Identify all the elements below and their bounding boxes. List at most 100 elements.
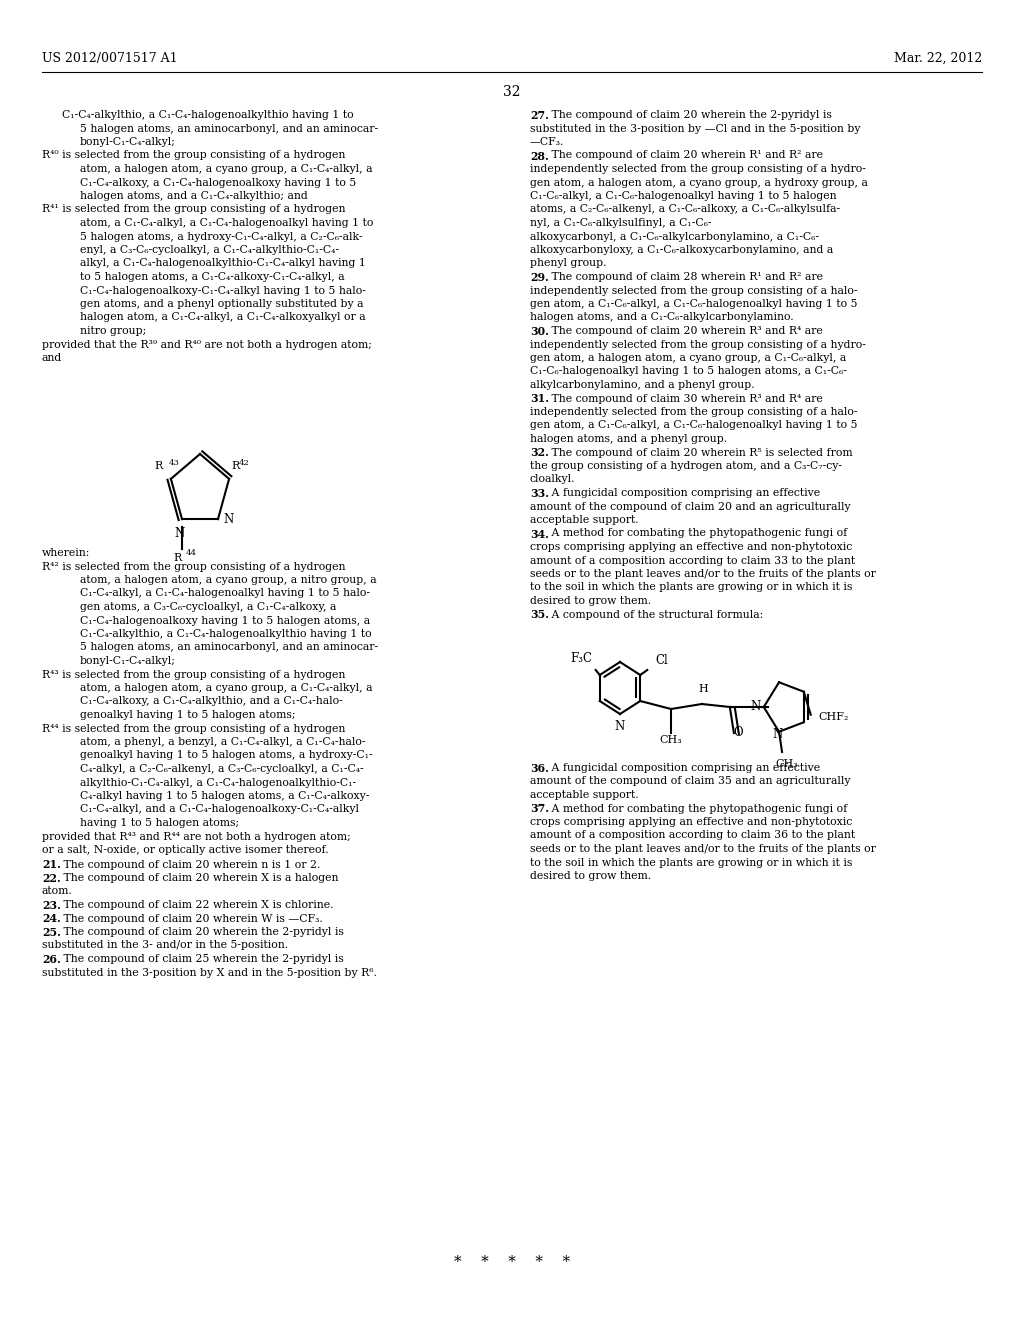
Text: The compound of claim 25 wherein the 2-pyridyl is: The compound of claim 25 wherein the 2-p… — [59, 954, 343, 964]
Text: The compound of claim 20 wherein R³ and R⁴ are: The compound of claim 20 wherein R³ and … — [548, 326, 822, 337]
Text: independently selected from the group consisting of a hydro-: independently selected from the group co… — [530, 164, 866, 174]
Text: C₁-C₄-alkoxy, a C₁-C₄-halogenoalkoxy having 1 to 5: C₁-C₄-alkoxy, a C₁-C₄-halogenoalkoxy hav… — [80, 177, 356, 187]
Text: R⁴⁴ is selected from the group consisting of a hydrogen: R⁴⁴ is selected from the group consistin… — [42, 723, 345, 734]
Text: alkyl, a C₁-C₄-halogenoalkylthio-C₁-C₄-alkyl having 1: alkyl, a C₁-C₄-halogenoalkylthio-C₁-C₄-a… — [80, 259, 366, 268]
Text: The compound of claim 20 wherein the 2-pyridyl is: The compound of claim 20 wherein the 2-p… — [59, 927, 343, 937]
Text: bonyl-C₁-C₄-alkyl;: bonyl-C₁-C₄-alkyl; — [80, 137, 176, 147]
Text: halogen atoms, and a phenyl group.: halogen atoms, and a phenyl group. — [530, 434, 727, 444]
Text: C₁-C₆-alkyl, a C₁-C₆-halogenoalkyl having 1 to 5 halogen: C₁-C₆-alkyl, a C₁-C₆-halogenoalkyl havin… — [530, 191, 837, 201]
Text: N: N — [223, 512, 233, 525]
Text: N: N — [614, 719, 625, 733]
Text: 44: 44 — [186, 549, 197, 557]
Text: *    *    *    *    *: * * * * * — [454, 1255, 570, 1269]
Text: independently selected from the group consisting of a halo-: independently selected from the group co… — [530, 407, 857, 417]
Text: C₁-C₄-alkoxy, a C₁-C₄-alkylthio, and a C₁-C₄-halo-: C₁-C₄-alkoxy, a C₁-C₄-alkylthio, and a C… — [80, 697, 343, 706]
Text: 33.: 33. — [530, 488, 549, 499]
Text: C₁-C₆-halogenoalkyl having 1 to 5 halogen atoms, a C₁-C₆-: C₁-C₆-halogenoalkyl having 1 to 5 haloge… — [530, 367, 847, 376]
Text: 29.: 29. — [530, 272, 549, 282]
Text: amount of the compound of claim 20 and an agriculturally: amount of the compound of claim 20 and a… — [530, 502, 851, 511]
Text: 21.: 21. — [42, 859, 60, 870]
Text: The compound of claim 22 wherein X is chlorine.: The compound of claim 22 wherein X is ch… — [59, 900, 333, 909]
Text: The compound of claim 20 wherein R¹ and R² are: The compound of claim 20 wherein R¹ and … — [548, 150, 822, 161]
Text: atom, a phenyl, a benzyl, a C₁-C₄-alkyl, a C₁-C₄-halo-: atom, a phenyl, a benzyl, a C₁-C₄-alkyl,… — [80, 737, 366, 747]
Text: 26.: 26. — [42, 954, 60, 965]
Text: acceptable support.: acceptable support. — [530, 789, 639, 800]
Text: The compound of claim 20 wherein the 2-pyridyl is: The compound of claim 20 wherein the 2-p… — [548, 110, 831, 120]
Text: N: N — [751, 701, 761, 714]
Text: 27.: 27. — [530, 110, 549, 121]
Text: R⁴⁰ is selected from the group consisting of a hydrogen: R⁴⁰ is selected from the group consistin… — [42, 150, 345, 161]
Text: C₁-C₄-alkylthio, a C₁-C₄-halogenoalkylthio having 1 to: C₁-C₄-alkylthio, a C₁-C₄-halogenoalkylth… — [62, 110, 353, 120]
Text: N: N — [772, 727, 782, 741]
Text: The compound of claim 20 wherein X is a halogen: The compound of claim 20 wherein X is a … — [59, 873, 338, 883]
Text: N: N — [175, 527, 185, 540]
Text: C₁-C₄-halogenoalkoxy having 1 to 5 halogen atoms, a: C₁-C₄-halogenoalkoxy having 1 to 5 halog… — [80, 615, 370, 626]
Text: substituted in the 3-position by —Cl and in the 5-position by: substituted in the 3-position by —Cl and… — [530, 124, 860, 133]
Text: cloalkyl.: cloalkyl. — [530, 474, 575, 484]
Text: to 5 halogen atoms, a C₁-C₄-alkoxy-C₁-C₄-alkyl, a: to 5 halogen atoms, a C₁-C₄-alkoxy-C₁-C₄… — [80, 272, 345, 282]
Text: 37.: 37. — [530, 804, 549, 814]
Text: A fungicidal composition comprising an effective: A fungicidal composition comprising an e… — [548, 488, 819, 498]
Text: nitro group;: nitro group; — [80, 326, 146, 337]
Text: 34.: 34. — [530, 528, 549, 540]
Text: O: O — [733, 726, 742, 739]
Text: US 2012/0071517 A1: US 2012/0071517 A1 — [42, 51, 177, 65]
Text: 5 halogen atoms, a hydroxy-C₁-C₄-alkyl, a C₂-C₆-alk-: 5 halogen atoms, a hydroxy-C₁-C₄-alkyl, … — [80, 231, 362, 242]
Text: C₁-C₄-halogenoalkoxy-C₁-C₄-alkyl having 1 to 5 halo-: C₁-C₄-halogenoalkoxy-C₁-C₄-alkyl having … — [80, 285, 366, 296]
Text: 5 halogen atoms, an aminocarbonyl, and an aminocar-: 5 halogen atoms, an aminocarbonyl, and a… — [80, 643, 378, 652]
Text: A method for combating the phytopathogenic fungi of: A method for combating the phytopathogen… — [548, 528, 847, 539]
Text: 32: 32 — [503, 84, 521, 99]
Text: desired to grow them.: desired to grow them. — [530, 597, 651, 606]
Text: having 1 to 5 halogen atoms;: having 1 to 5 halogen atoms; — [80, 818, 240, 828]
Text: 32.: 32. — [530, 447, 549, 458]
Text: independently selected from the group consisting of a hydro-: independently selected from the group co… — [530, 339, 866, 350]
Text: 31.: 31. — [530, 393, 549, 404]
Text: halogen atom, a C₁-C₄-alkyl, a C₁-C₄-alkoxyalkyl or a: halogen atom, a C₁-C₄-alkyl, a C₁-C₄-alk… — [80, 313, 366, 322]
Text: wherein:: wherein: — [42, 548, 90, 558]
Text: C₄-alkyl having 1 to 5 halogen atoms, a C₁-C₄-alkoxy-: C₄-alkyl having 1 to 5 halogen atoms, a … — [80, 791, 370, 801]
Text: 24.: 24. — [42, 913, 60, 924]
Text: R⁴¹ is selected from the group consisting of a hydrogen: R⁴¹ is selected from the group consistin… — [42, 205, 345, 214]
Text: seeds or to the plant leaves and/or to the fruits of the plants or: seeds or to the plant leaves and/or to t… — [530, 843, 876, 854]
Text: R⁴² is selected from the group consisting of a hydrogen: R⁴² is selected from the group consistin… — [42, 561, 345, 572]
Text: F₃C: F₃C — [570, 652, 593, 665]
Text: substituted in the 3-position by X and in the 5-position by R⁶.: substituted in the 3-position by X and i… — [42, 968, 377, 978]
Text: The compound of claim 20 wherein n is 1 or 2.: The compound of claim 20 wherein n is 1 … — [59, 859, 319, 870]
Text: C₁-C₄-alkylthio, a C₁-C₄-halogenoalkylthio having 1 to: C₁-C₄-alkylthio, a C₁-C₄-halogenoalkylth… — [80, 630, 372, 639]
Text: atom.: atom. — [42, 887, 73, 896]
Text: desired to grow them.: desired to grow them. — [530, 871, 651, 880]
Text: crops comprising applying an effective and non-phytotoxic: crops comprising applying an effective a… — [530, 817, 852, 828]
Text: R⁴³ is selected from the group consisting of a hydrogen: R⁴³ is selected from the group consistin… — [42, 669, 345, 680]
Text: A method for combating the phytopathogenic fungi of: A method for combating the phytopathogen… — [548, 804, 847, 813]
Text: atom, a C₁-C₄-alkyl, a C₁-C₄-halogenoalkyl having 1 to: atom, a C₁-C₄-alkyl, a C₁-C₄-halogenoalk… — [80, 218, 374, 228]
Text: C₄-alkyl, a C₂-C₆-alkenyl, a C₃-C₆-cycloalkyl, a C₁-C₄-: C₄-alkyl, a C₂-C₆-alkenyl, a C₃-C₆-cyclo… — [80, 764, 364, 774]
Text: 5 halogen atoms, an aminocarbonyl, and an aminocar-: 5 halogen atoms, an aminocarbonyl, and a… — [80, 124, 378, 133]
Text: 28.: 28. — [530, 150, 549, 161]
Text: R: R — [174, 553, 182, 564]
Text: alkylcarbonylamino, and a phenyl group.: alkylcarbonylamino, and a phenyl group. — [530, 380, 755, 389]
Text: H: H — [698, 684, 708, 694]
Text: provided that R⁴³ and R⁴⁴ are not both a hydrogen atom;: provided that R⁴³ and R⁴⁴ are not both a… — [42, 832, 351, 842]
Text: 22.: 22. — [42, 873, 60, 884]
Text: CH₃: CH₃ — [775, 759, 799, 770]
Text: gen atoms, a C₃-C₆-cycloalkyl, a C₁-C₄-alkoxy, a: gen atoms, a C₃-C₆-cycloalkyl, a C₁-C₄-a… — [80, 602, 336, 612]
Text: and: and — [42, 352, 62, 363]
Text: to the soil in which the plants are growing or in which it is: to the soil in which the plants are grow… — [530, 858, 852, 867]
Text: atom, a halogen atom, a cyano group, a C₁-C₄-alkyl, a: atom, a halogen atom, a cyano group, a C… — [80, 164, 373, 174]
Text: The compound of claim 30 wherein R³ and R⁴ are: The compound of claim 30 wherein R³ and … — [548, 393, 822, 404]
Text: halogen atoms, and a C₁-C₆-alkylcarbonylamino.: halogen atoms, and a C₁-C₆-alkylcarbonyl… — [530, 313, 794, 322]
Text: 23.: 23. — [42, 900, 60, 911]
Text: or a salt, N-oxide, or optically active isomer thereof.: or a salt, N-oxide, or optically active … — [42, 845, 329, 855]
Text: acceptable support.: acceptable support. — [530, 515, 639, 525]
Text: C₁-C₄-alkyl, and a C₁-C₄-halogenoalkoxy-C₁-C₄-alkyl: C₁-C₄-alkyl, and a C₁-C₄-halogenoalkoxy-… — [80, 804, 359, 814]
Text: gen atom, a halogen atom, a cyano group, a C₁-C₆-alkyl, a: gen atom, a halogen atom, a cyano group,… — [530, 352, 846, 363]
Text: alkoxycarbonyl, a C₁-C₆-alkylcarbonylamino, a C₁-C₆-: alkoxycarbonyl, a C₁-C₆-alkylcarbonylami… — [530, 231, 819, 242]
Text: gen atoms, and a phenyl optionally substituted by a: gen atoms, and a phenyl optionally subst… — [80, 300, 364, 309]
Text: gen atom, a halogen atom, a cyano group, a hydroxy group, a: gen atom, a halogen atom, a cyano group,… — [530, 177, 868, 187]
Text: R: R — [231, 461, 240, 471]
Text: amount of a composition according to claim 36 to the plant: amount of a composition according to cla… — [530, 830, 855, 841]
Text: seeds or to the plant leaves and/or to the fruits of the plants or: seeds or to the plant leaves and/or to t… — [530, 569, 876, 579]
Text: Cl: Cl — [655, 653, 668, 667]
Text: The compound of claim 20 wherein R⁵ is selected from: The compound of claim 20 wherein R⁵ is s… — [548, 447, 852, 458]
Text: 25.: 25. — [42, 927, 60, 939]
